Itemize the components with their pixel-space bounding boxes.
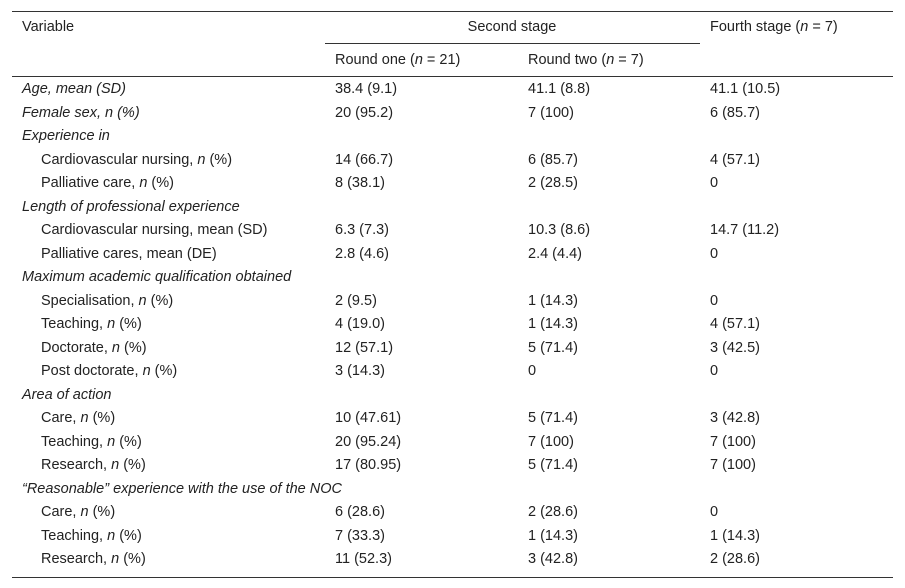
row-label: Care, n (%) [41,504,116,520]
section-title: Maximum academic qualification obtained [22,269,292,285]
cell: 1 (14.3) [528,527,578,544]
cell: 1 (14.3) [528,316,578,332]
cell: 7 (33.3) [335,527,385,544]
cell: 2 (28.5) [528,175,578,191]
cell: 6.3 (7.3) [335,222,389,238]
cell: 6 (85.7) [528,151,578,168]
row-label: Cardiovascular nursing, mean (SD) [41,222,268,238]
header-cell: Fourth stage (n = 7) [710,19,838,35]
cell: 1 (14.3) [710,527,760,544]
header-cell: Second stage [467,19,557,35]
cell: 5 (71.4) [528,410,578,426]
cell: 0 [528,363,537,379]
group-rule [325,43,700,44]
cell: 8 (38.1) [335,175,385,191]
cell: 0 [710,175,719,191]
cell: 3 (14.3) [335,363,385,379]
cell: 14.7 (11.2) [710,222,780,238]
bottom-rule [12,577,893,578]
section-title: Length of professional experience [22,198,240,215]
section-title: Area of action [22,386,112,403]
cell: 2 (28.6) [710,551,760,567]
cell: 14 (66.7) [335,151,394,168]
cell: 2.4 (4.4) [528,245,582,262]
cell: 3 (42.8) [710,410,760,426]
section-title: Experience in [22,128,110,144]
header-cell: Round one (n = 21) [335,52,461,68]
cell: 4 (19.0) [335,316,385,332]
row-label: Teaching, n (%) [41,527,142,544]
cell: 11 (52.3) [335,551,392,567]
cell: 6 (28.6) [335,504,385,520]
cell: 7 (100) [710,433,756,450]
row-label: Teaching, n (%) [41,433,142,450]
cell: 6 (85.7) [710,104,760,121]
row-label: Cardiovascular nursing, n (%) [41,151,233,168]
top-rule [12,11,893,12]
header-rule [12,76,893,77]
cell: 0 [710,245,719,262]
cell: 0 [710,363,719,379]
header-cell: Round two (n = 7) [528,52,644,68]
cell: 2 (28.6) [528,504,578,520]
cell: 7 (100) [710,457,756,473]
cell: 4 (57.1) [710,316,760,332]
row-label: Doctorate, n (%) [41,339,147,356]
cell: 3 (42.8) [528,551,578,567]
row-label: Care, n (%) [41,410,116,426]
cell: 0 [710,292,719,309]
cell: 20 (95.24) [335,433,402,450]
section-title: “Reasonable” experience with the use of … [22,480,342,497]
row-label: Teaching, n (%) [41,316,142,332]
cell: 10.3 (8.6) [528,222,591,238]
cell: 3 (42.5) [710,339,760,356]
row-label: Specialisation, n (%) [41,292,174,309]
cell: 2 (9.5) [335,292,377,309]
cell: 7 (100) [528,433,574,450]
cell: 0 [710,504,719,520]
cell: 4 (57.1) [710,151,760,168]
cell: 1 (14.3) [528,292,578,309]
cell: 7 (100) [528,104,574,121]
cell: 38.4 (9.1) [335,81,398,97]
cell: 41.1 (10.5) [710,81,781,97]
cell: 10 (47.61) [335,410,402,426]
row-label: Research, n (%) [41,551,146,567]
row-label: Research, n (%) [41,457,146,473]
row-label: Palliative care, n (%) [41,175,174,191]
cell: 2.8 (4.6) [335,245,389,262]
cell: 17 (80.95) [335,457,402,473]
cell: 5 (71.4) [528,339,578,356]
row-label: Post doctorate, n (%) [41,363,178,379]
cell: 12 (57.1) [335,339,394,356]
row-label: Age, mean (SD) [22,81,126,97]
row-label: Female sex, n (%) [22,104,140,121]
cell: 20 (95.2) [335,104,394,121]
cell: 41.1 (8.8) [528,81,591,97]
cell: 5 (71.4) [528,457,578,473]
row-label: Palliative cares, mean (DE) [41,245,217,262]
header-cell: Variable [22,19,75,35]
